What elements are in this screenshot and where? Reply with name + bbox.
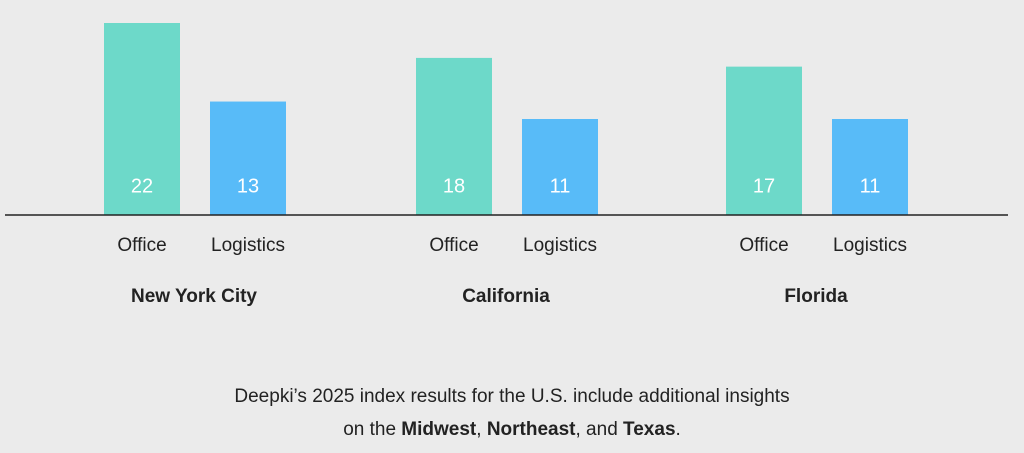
series-label: Office — [117, 235, 166, 256]
value-label: 11 — [860, 175, 881, 197]
note-text: Deepki’s 2025 index results for the U.S.… — [234, 386, 790, 440]
value-label: 11 — [550, 175, 571, 197]
value-label: 17 — [753, 175, 775, 197]
footnote: Deepki’s 2025 index results for the U.S.… — [222, 380, 802, 446]
note-text: , and — [575, 419, 624, 440]
bar — [726, 66, 802, 216]
group-label: California — [462, 286, 550, 307]
bar — [522, 119, 598, 215]
series-label: Logistics — [523, 235, 597, 256]
group-label: New York City — [131, 286, 257, 307]
bar — [210, 101, 286, 215]
bar — [104, 23, 180, 215]
note-region: Texas — [623, 419, 676, 440]
series-label: Logistics — [211, 235, 285, 256]
value-label: 18 — [443, 175, 465, 197]
group-label: Florida — [784, 286, 848, 307]
bar — [832, 119, 908, 215]
series-label: Logistics — [833, 235, 907, 256]
note-region: Northeast — [486, 419, 576, 440]
series-label: Office — [429, 235, 478, 256]
note-text: . — [675, 419, 681, 440]
note-text: , — [476, 419, 487, 440]
note-region: Midwest — [401, 419, 477, 440]
value-label: 22 — [131, 175, 153, 197]
bar — [416, 57, 492, 216]
series-label: Office — [739, 235, 788, 256]
value-label: 13 — [237, 175, 259, 197]
